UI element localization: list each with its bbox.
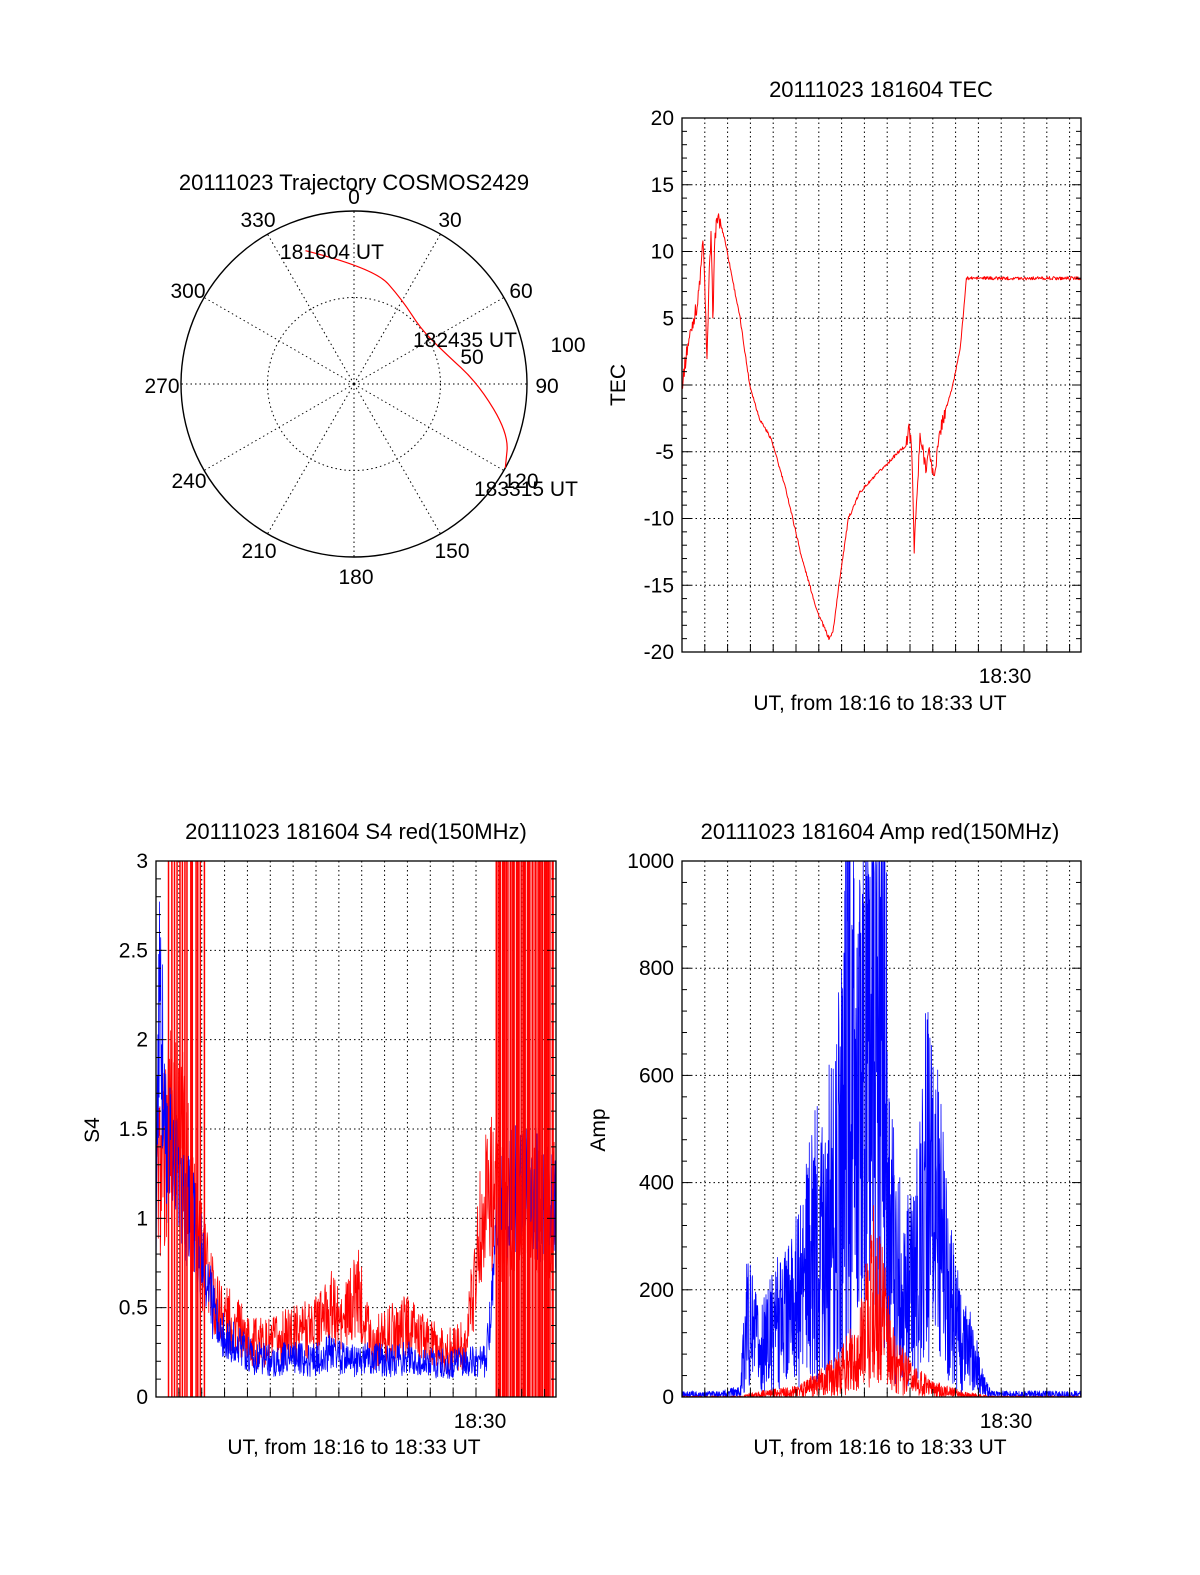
y-tick-label: -10 <box>644 508 674 531</box>
y-tick-label: -15 <box>644 574 674 597</box>
polar-angle-label: 30 <box>438 209 461 232</box>
s4-xlabel: UT, from 18:16 to 18:33 UT <box>227 1436 480 1459</box>
amp-xtick-label: 18:30 <box>980 1410 1033 1433</box>
y-tick-label: 15 <box>651 174 674 197</box>
s4-xtick-label: 18:30 <box>454 1410 507 1433</box>
amp-title: 20111023 181604 Amp red(150MHz) <box>701 819 1060 844</box>
y-tick-label: 600 <box>639 1064 674 1087</box>
polar-angle-label: 0 <box>348 186 360 209</box>
s4-panel: 20111023 181604 S4 red(150MHz) 0 0.5 1 1.5 2… <box>81 819 557 1459</box>
polar-angle-label: 90 <box>535 375 558 398</box>
y-tick-label: 0 <box>136 1386 148 1409</box>
y-tick-label: 2.5 <box>119 939 148 962</box>
s4-ylabel: S4 <box>81 1117 104 1143</box>
tec-ticks: -20 -15 -10 -5 0 5 10 15 20 <box>644 107 1081 664</box>
polar-spoke <box>353 233 441 385</box>
y-tick-label: 800 <box>639 957 674 980</box>
y-tick-label: 10 <box>651 241 674 264</box>
polar-spoke <box>267 233 355 385</box>
polar-angle-labels: 0 30 60 90 120 150 180 210 240 270 300 3… <box>144 186 585 589</box>
trajectory-end-label: 183315 UT <box>474 478 578 501</box>
y-tick-label: 0 <box>662 374 674 397</box>
polar-spoke <box>353 383 441 535</box>
s4-plot-frame <box>155 860 557 1398</box>
polar-radial-label: 50 <box>460 346 483 369</box>
polar-angle-label: 300 <box>170 280 205 303</box>
y-tick-label: 0.5 <box>119 1297 148 1320</box>
trajectory-line <box>305 250 508 468</box>
tec-plot-frame <box>681 117 1082 653</box>
polar-spoke <box>353 383 505 471</box>
y-tick-label: 2 <box>136 1029 148 1052</box>
polar-spoke <box>203 297 355 385</box>
tec-series <box>681 213 1082 640</box>
y-tick-label: 1.5 <box>119 1118 148 1141</box>
series-line <box>155 1030 557 1375</box>
y-tick-label: 5 <box>662 307 674 330</box>
y-tick-label: 1 <box>136 1207 148 1230</box>
amp-xlabel: UT, from 18:16 to 18:33 UT <box>753 1436 1006 1459</box>
polar-angle-label: 330 <box>240 209 275 232</box>
tec-title: 20111023 181604 TEC <box>769 77 993 102</box>
y-tick-label: -20 <box>644 641 674 664</box>
y-tick-label: 200 <box>639 1279 674 1302</box>
y-tick-label: 20 <box>651 107 674 130</box>
amp-series <box>681 860 1082 1398</box>
series-line <box>681 860 1082 1398</box>
polar-angle-label: 210 <box>241 540 276 563</box>
s4-title: 20111023 181604 S4 red(150MHz) <box>185 819 527 844</box>
amp-panel: 20111023 181604 Amp red(150MHz) 0 200 400 6… <box>587 819 1082 1459</box>
polar-angle-label: 120 <box>503 470 538 493</box>
y-tick-label: 1000 <box>627 850 674 873</box>
polar-angle-label: 150 <box>434 540 469 563</box>
polar-spoke <box>267 383 355 535</box>
y-tick-label: 0 <box>662 1386 674 1409</box>
tec-xlabel: UT, from 18:16 to 18:33 UT <box>753 692 1006 715</box>
y-tick-label: 3 <box>136 850 148 873</box>
polar-spoke <box>203 383 355 471</box>
polar-spoke <box>353 297 505 385</box>
series-line <box>681 213 1082 640</box>
polar-grid <box>180 210 528 558</box>
amp-ticks: 0 200 400 600 800 1000 <box>627 850 1081 1409</box>
y-tick-label: -5 <box>655 441 674 464</box>
amp-plot-frame <box>681 860 1082 1398</box>
polar-angle-label: 270 <box>144 375 179 398</box>
series-line <box>155 901 557 1379</box>
tec-panel: 20111023 181604 TEC -20-15-10-505101520 … <box>607 77 1082 715</box>
trajectory-mid-label: 182435 UT <box>413 329 517 352</box>
amp-ylabel: Amp <box>587 1108 610 1151</box>
s4-ticks: 0 0.5 1 1.5 2 2.5 3 <box>119 850 556 1409</box>
tec-grid <box>682 118 1081 652</box>
polar-title: 20111023 Trajectory COSMOS2429 <box>179 170 529 195</box>
polar-angle-label: 60 <box>509 280 532 303</box>
trajectory-start-label: 181604 UT <box>280 241 384 264</box>
polar-radial-label: 100 <box>550 334 585 357</box>
polar-angle-label: 180 <box>338 566 373 589</box>
polar-panel: 20111023 Trajectory COSMOS2429 0 30 60 9… <box>144 170 585 589</box>
y-tick-label: 400 <box>639 1172 674 1195</box>
tec-xtick-label: 18:30 <box>979 665 1032 688</box>
polar-angle-label: 240 <box>171 470 206 493</box>
tec-ylabel: TEC <box>607 364 630 406</box>
polar-outer-ring <box>180 210 528 558</box>
